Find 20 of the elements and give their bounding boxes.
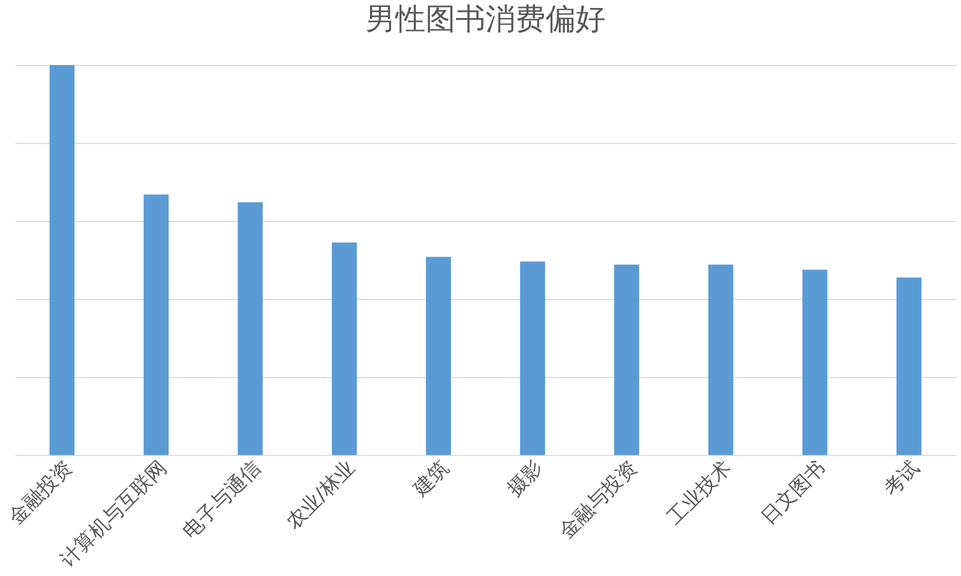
- x-tick-label: 工业技术: [662, 455, 736, 529]
- x-tick-label: 农业/林业: [280, 455, 360, 534]
- x-tick-label: 日文图书: [756, 455, 830, 529]
- bar: [238, 202, 263, 455]
- x-tick-label: 建筑: [407, 455, 454, 502]
- x-tick-label: 金融与投资: [554, 455, 642, 544]
- bar: [520, 262, 546, 455]
- x-tick-label: 考试: [878, 455, 924, 501]
- bar: [896, 278, 922, 455]
- bar: [332, 242, 357, 455]
- bar: [144, 194, 169, 455]
- bar: [50, 65, 75, 455]
- bar: [426, 256, 451, 455]
- bar: [614, 264, 640, 455]
- bar: [802, 270, 828, 455]
- x-tick-label: 摄影: [502, 455, 548, 501]
- x-tick-label: 电子与通信: [177, 455, 266, 544]
- chart-title: 男性图书消费偏好: [366, 2, 606, 37]
- bar: [708, 264, 734, 455]
- x-tick-label: 金融投资: [3, 455, 77, 529]
